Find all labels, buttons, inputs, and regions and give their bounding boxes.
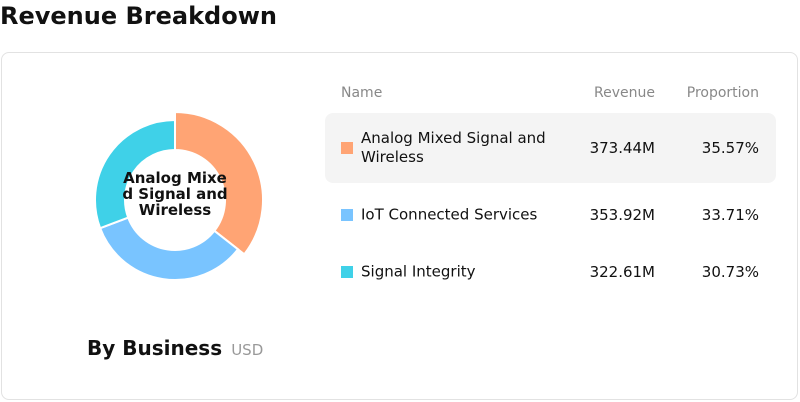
- row-name: Signal Integrity: [361, 262, 476, 280]
- row-proportion: 35.57%: [701, 139, 759, 157]
- legend-swatch: [341, 208, 353, 221]
- donut-slice[interactable]: [94, 118, 176, 230]
- row-name: IoT Connected Services: [361, 205, 538, 223]
- row-name: Analog Mixed Signal and Wireless: [361, 129, 546, 166]
- header-name: Name: [341, 85, 383, 101]
- legend-swatch: [341, 142, 353, 154]
- row-revenue: 322.61M: [589, 262, 655, 281]
- chart-subtitle: By Business USD: [87, 336, 263, 360]
- donut-chart: [90, 110, 270, 290]
- donut-slice[interactable]: [98, 216, 240, 281]
- row-proportion: 33.71%: [701, 205, 759, 224]
- donut-svg: [94, 110, 264, 281]
- header-revenue: Revenue: [594, 85, 655, 101]
- donut-center-label: Analog Mixed Signal and Wireless: [122, 169, 228, 219]
- subtitle-text: By Business: [87, 336, 223, 360]
- table-row[interactable]: Signal Integrity 322.61M 30.73%: [325, 246, 776, 297]
- revenue-card: [1, 52, 798, 400]
- table-row[interactable]: Analog Mixed Signal and Wireless 373.44M…: [325, 113, 776, 183]
- legend-swatch: [341, 265, 353, 278]
- table-row[interactable]: IoT Connected Services 353.92M 33.71%: [325, 189, 776, 240]
- header-proportion: Proportion: [686, 85, 759, 101]
- row-proportion: 30.73%: [701, 262, 759, 281]
- row-revenue: 373.44M: [589, 139, 655, 157]
- table-header: Name Revenue Proportion: [325, 85, 776, 107]
- row-revenue: 353.92M: [589, 205, 655, 224]
- unit-label: USD: [231, 341, 264, 359]
- donut-slice[interactable]: [174, 110, 264, 256]
- breakdown-table: Name Revenue Proportion Analog Mixed Sig…: [325, 85, 776, 297]
- page-title: Revenue Breakdown: [0, 2, 277, 30]
